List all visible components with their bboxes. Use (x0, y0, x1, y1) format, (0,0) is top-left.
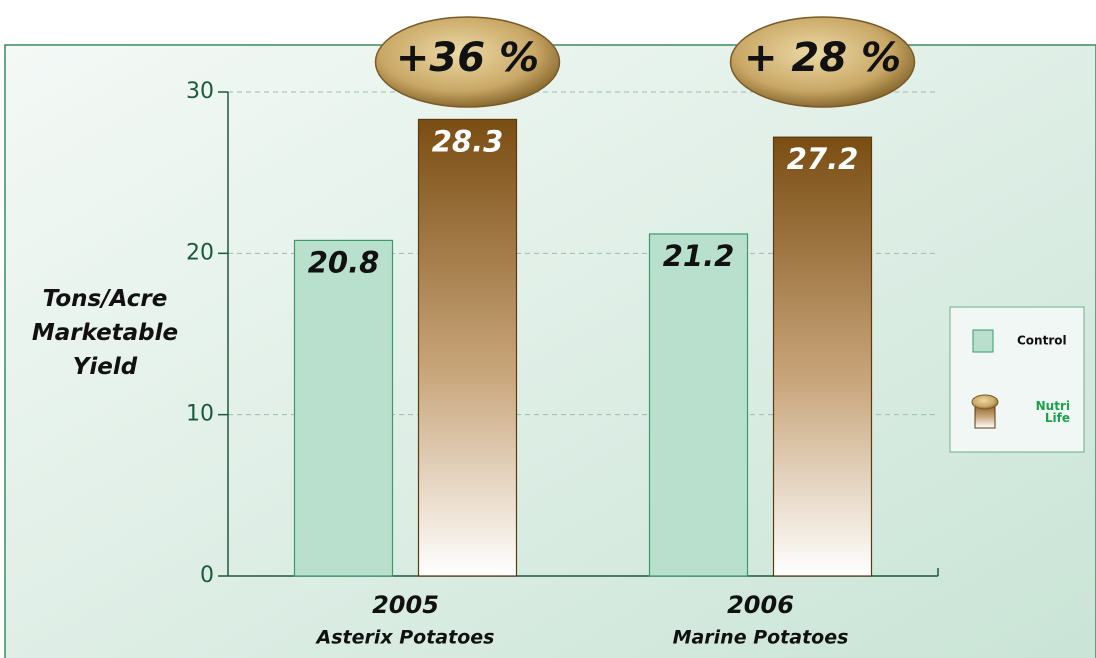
y-tick-label: 20 (186, 240, 214, 265)
annotation: + 28 % (744, 35, 901, 81)
value-label: 27.2 (787, 142, 859, 176)
y-tick-label: 30 (186, 79, 214, 104)
legend-label: Nutri Life (1035, 399, 1070, 425)
value-label: 28.3 (432, 124, 504, 158)
y-axis-label: Tons/Acre Marketable Yield (20, 282, 190, 384)
y-axis-label-text: Tons/Acre Marketable Yield (31, 286, 179, 380)
annotation: +36 % (396, 35, 539, 81)
bar (772, 136, 873, 577)
value-label: 21.2 (663, 239, 735, 273)
x-tick-label: 2005 (372, 591, 439, 619)
panel (4, 44, 1096, 658)
bar (417, 118, 518, 577)
y-tick-label: 10 (186, 402, 214, 427)
bar (293, 239, 394, 577)
x-tick-sublabel: Asterix Potatoes (315, 627, 495, 649)
value-label: 20.8 (308, 245, 380, 279)
potato (374, 16, 561, 108)
x-tick-sublabel: Marine Potatoes (673, 627, 849, 649)
x-tick-label: 2006 (727, 591, 794, 619)
legend-box (949, 306, 1085, 453)
legend-label: Control (1017, 334, 1067, 348)
legend-potato (971, 394, 999, 410)
potato (729, 16, 916, 108)
y-tick-label: 0 (200, 563, 214, 588)
legend-swatch (972, 329, 994, 353)
bar (648, 233, 749, 577)
